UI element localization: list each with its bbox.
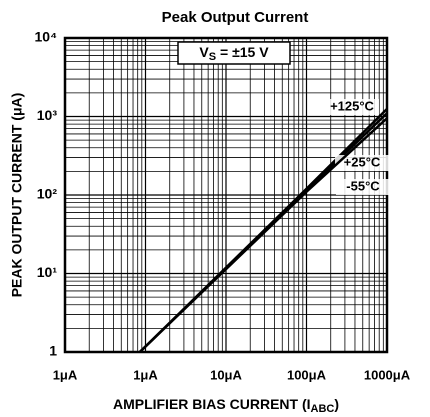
series-line	[138, 117, 388, 353]
chart-title: Peak Output Current	[162, 9, 309, 26]
x-label-main: AMPLIFIER BIAS CURRENT (I	[113, 396, 311, 412]
series-label-bg	[335, 155, 389, 171]
x-tick-label: 1μA	[53, 367, 78, 382]
series-label: +25°C	[344, 154, 381, 169]
y-tick-label: 10⁴	[35, 29, 58, 45]
x-label-end: )	[334, 396, 339, 412]
condition-box	[177, 41, 291, 65]
y-axis-label: PEAK OUTPUT CURRENT (μA)	[9, 93, 25, 298]
x-axis-label: AMPLIFIER BIAS CURRENT (IABC)	[113, 396, 339, 415]
series-label: +125°C	[330, 98, 374, 113]
condition-main: V	[199, 44, 209, 60]
condition-end: = ±15 V	[216, 44, 269, 60]
y-tick-label: 10²	[37, 186, 58, 202]
x-tick-label: 1μA	[133, 367, 158, 382]
series-label: -55°C	[346, 178, 380, 193]
series-label-bg	[325, 99, 379, 115]
condition: VS = ±15 V	[199, 44, 269, 63]
condition-sub: S	[209, 51, 216, 63]
x-tick-label: 10μA	[210, 367, 242, 382]
x-label-sub: ABC	[311, 403, 335, 415]
y-tick-label: 10³	[37, 107, 58, 123]
series-label-bg	[336, 179, 390, 195]
y-tick-label: 10¹	[37, 264, 58, 280]
x-tick-label: 1000μA	[364, 367, 411, 382]
x-tick-label: 100μA	[287, 367, 327, 382]
y-tick-label: 1	[49, 343, 57, 359]
